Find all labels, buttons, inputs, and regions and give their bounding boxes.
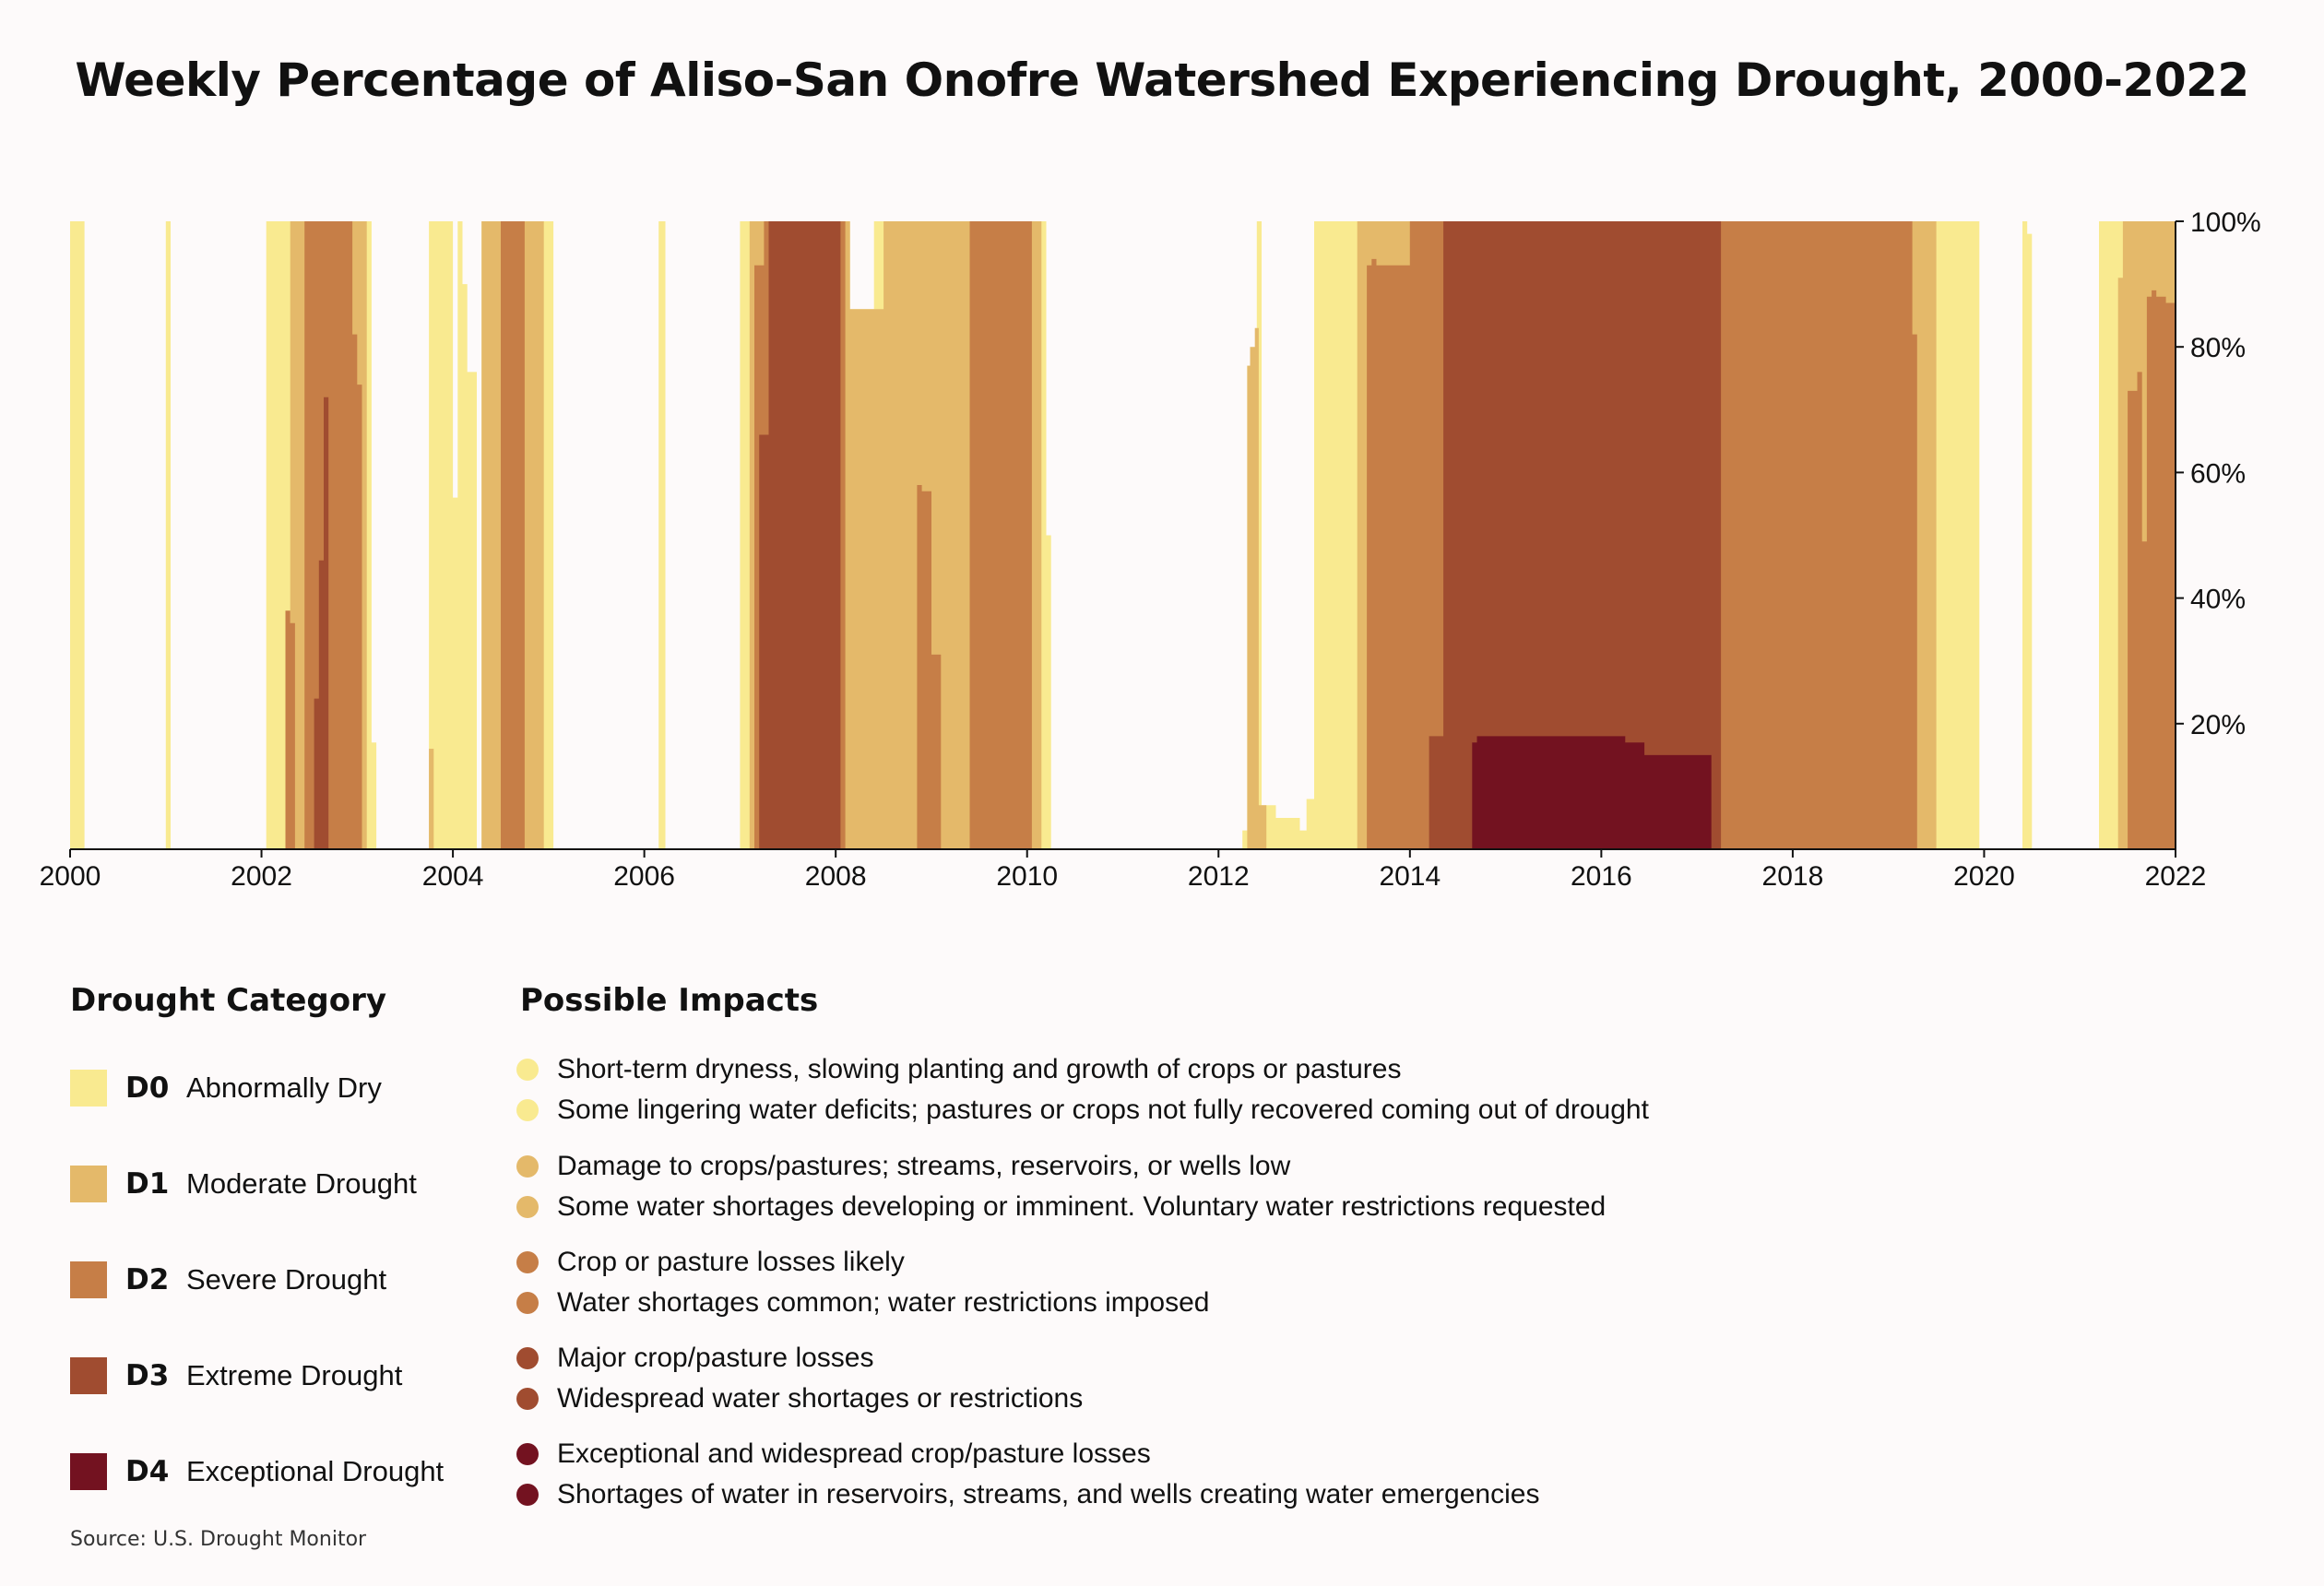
legend-item-d4: D4 Exceptional Drought <box>70 1453 444 1490</box>
d4-name: Exceptional Drought <box>186 1455 445 1487</box>
d1-impact-bullet <box>516 1155 539 1178</box>
y-tick-label: 80% <box>2190 333 2246 363</box>
x-tick-label: 2006 <box>613 861 675 892</box>
d1-swatch <box>70 1166 107 1202</box>
d2-name: Severe Drought <box>186 1263 387 1296</box>
legend-item-d0: D0 Abnormally Dry <box>70 1070 382 1107</box>
legend-item-d1: D1 Moderate Drought <box>70 1166 417 1202</box>
impact-text: Crop or pasture losses likely <box>557 1247 905 1277</box>
d4-swatch <box>70 1453 107 1490</box>
d0-swatch <box>70 1070 107 1107</box>
drought-area-chart: 2000 2002 2004 2006 2008 2010 2012 2014 2016 2018… <box>40 207 2261 892</box>
category-heading: Drought Category <box>70 982 387 1019</box>
y-tick-label: 20% <box>2190 710 2246 740</box>
chart-title: Weekly Percentage of Aliso-San Onofre Wa… <box>75 53 2249 107</box>
d0-name: Abnormally Dry <box>186 1071 382 1104</box>
x-tick-label: 2016 <box>1571 861 1632 892</box>
impact-text: Short-term dryness, slowing planting and… <box>557 1054 1402 1084</box>
d2-impact-bullet <box>516 1251 539 1273</box>
x-tick-label: 2020 <box>1953 861 2015 892</box>
x-tick-label: 2010 <box>996 861 1058 892</box>
impacts-heading: Possible Impacts <box>520 982 819 1019</box>
y-tick-label: 40% <box>2190 585 2246 615</box>
impact-text: Exceptional and widespread crop/pasture … <box>557 1438 1151 1469</box>
x-tick-label: 2012 <box>1188 861 1250 892</box>
series-d3-area <box>70 221 2176 849</box>
impact-d2-1: Crop or pasture losses likely <box>516 1244 905 1281</box>
d3-name: Extreme Drought <box>186 1359 403 1391</box>
x-tick-label: 2018 <box>1762 861 1824 892</box>
impact-text: Widespread water shortages or restrictio… <box>557 1383 1084 1414</box>
impact-d3-1: Major crop/pasture losses <box>516 1340 873 1377</box>
impact-d2-2: Water shortages common; water restrictio… <box>516 1284 1209 1321</box>
x-tick-label: 2004 <box>422 861 484 892</box>
x-tick-label: 2000 <box>40 861 101 892</box>
d3-swatch <box>70 1357 107 1394</box>
impact-d0-1: Short-term dryness, slowing planting and… <box>516 1051 1401 1088</box>
axes-layer: 2000 2002 2004 2006 2008 2010 2012 2014 2016 2018… <box>40 207 2261 892</box>
y-tick-label: 100% <box>2190 207 2261 238</box>
d4-impact-bullet <box>516 1484 539 1506</box>
source-note: Source: U.S. Drought Monitor <box>70 1528 367 1551</box>
d3-impact-bullet <box>516 1388 539 1410</box>
d4-impact-bullet <box>516 1443 539 1465</box>
y-tick-label: 60% <box>2190 458 2246 489</box>
impact-d0-2: Some lingering water deficits; pastures … <box>516 1092 1649 1129</box>
d0-impact-bullet <box>516 1059 539 1081</box>
impact-text: Damage to crops/pastures; streams, reser… <box>557 1151 1291 1181</box>
impact-d4-2: Shortages of water in reservoirs, stream… <box>516 1476 1539 1513</box>
impact-d4-1: Exceptional and widespread crop/pasture … <box>516 1436 1151 1473</box>
impact-d3-2: Widespread water shortages or restrictio… <box>516 1380 1083 1417</box>
legend-item-d2: D2 Severe Drought <box>70 1261 386 1298</box>
x-tick-label: 2022 <box>2145 861 2207 892</box>
x-tick-label: 2008 <box>805 861 867 892</box>
d3-code: D3 <box>125 1359 170 1392</box>
series-d4-area <box>70 736 2176 849</box>
d0-code: D0 <box>125 1071 170 1105</box>
d1-name: Moderate Drought <box>186 1167 417 1200</box>
impact-d1-2: Some water shortages developing or immin… <box>516 1189 1606 1225</box>
d2-code: D2 <box>125 1263 170 1296</box>
x-tick-label: 2014 <box>1379 861 1441 892</box>
impact-text: Some water shortages developing or immin… <box>557 1191 1607 1222</box>
impact-text: Some lingering water deficits; pastures … <box>557 1095 1649 1125</box>
d1-code: D1 <box>125 1167 170 1201</box>
d0-impact-bullet <box>516 1099 539 1121</box>
series-layer <box>70 221 2176 849</box>
series-d2-area <box>70 221 2176 849</box>
x-tick-label: 2002 <box>231 861 292 892</box>
d3-impact-bullet <box>516 1347 539 1369</box>
impact-d1-1: Damage to crops/pastures; streams, reser… <box>516 1148 1290 1185</box>
d2-swatch <box>70 1261 107 1298</box>
d2-impact-bullet <box>516 1292 539 1314</box>
d4-code: D4 <box>125 1455 170 1488</box>
impact-text: Shortages of water in reservoirs, stream… <box>557 1479 1540 1509</box>
d1-impact-bullet <box>516 1196 539 1218</box>
impact-text: Water shortages common; water restrictio… <box>557 1287 1210 1318</box>
legend-item-d3: D3 Extreme Drought <box>70 1357 402 1394</box>
impact-text: Major crop/pasture losses <box>557 1343 874 1373</box>
